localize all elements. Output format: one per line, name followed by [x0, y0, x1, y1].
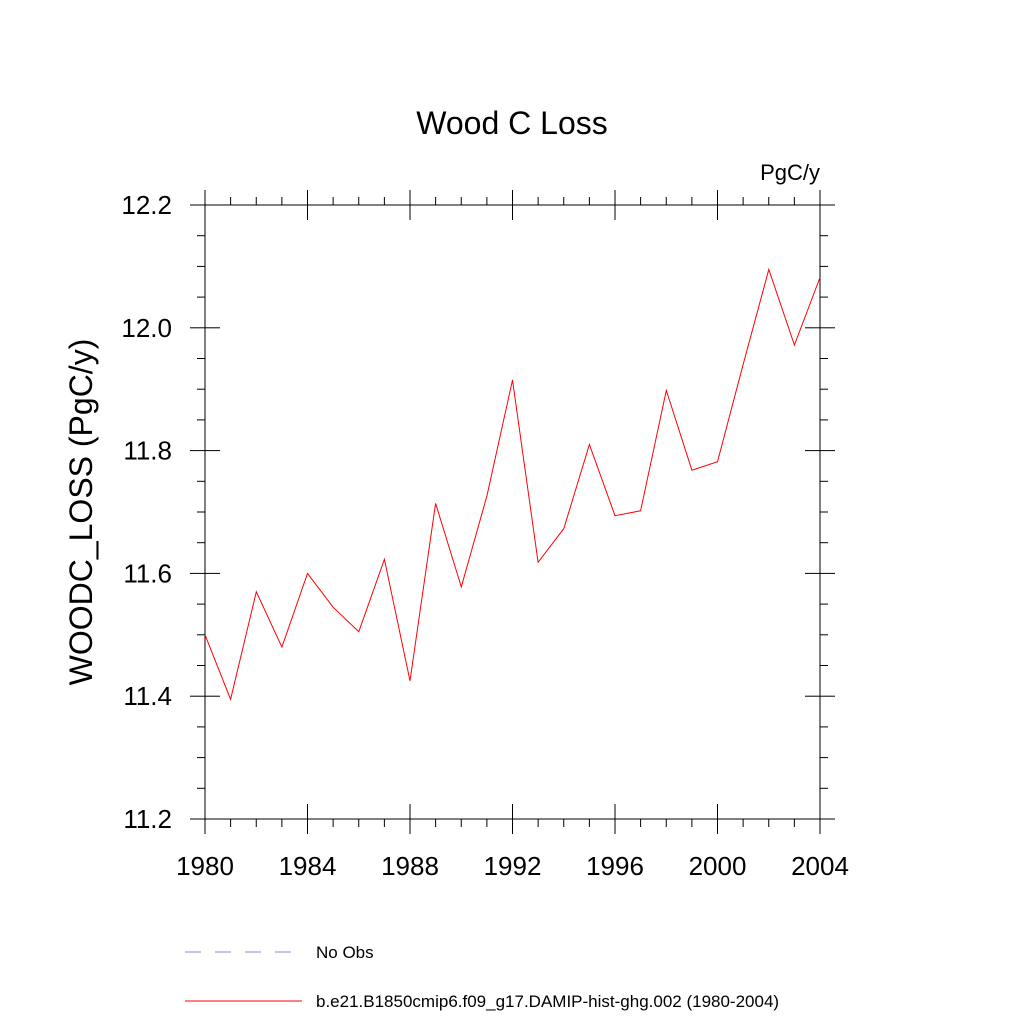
axis-tick-labels: 1980 1984 1988 1992 1996 2000 2004 11.2 11.4 11.6… — [121, 190, 849, 881]
legend-label: No Obs — [316, 943, 374, 962]
units-label: PgC/y — [760, 160, 820, 185]
plot-frame — [204, 204, 821, 820]
series-line — [204, 267, 821, 701]
legend-label: b.e21.B1850cmip6.f09_g17.DAMIP-hist-ghg.… — [316, 992, 779, 1011]
y-tick-label: 11.4 — [123, 681, 172, 711]
x-tick-label: 1992 — [484, 851, 542, 881]
x-tick-label: 2000 — [689, 851, 747, 881]
x-tick-label: 1984 — [279, 851, 337, 881]
x-tick-label: 2004 — [791, 851, 849, 881]
y-axis-label: WOODC_LOSS (PgC/y) — [63, 339, 99, 686]
legend: No Obs b.e21.B1850cmip6.f09_g17.DAMIP-his… — [185, 943, 779, 1011]
chart-title: Wood C Loss — [416, 105, 608, 141]
plot-border — [204, 204, 821, 820]
y-tick-label: 11.6 — [123, 558, 172, 588]
series-layer — [204, 267, 821, 701]
y-tick-label: 11.8 — [123, 436, 172, 466]
y-tick-label: 12.2 — [121, 190, 172, 220]
x-tick-label: 1996 — [586, 851, 644, 881]
y-tick-label: 11.2 — [123, 804, 172, 834]
x-tick-label: 1980 — [176, 851, 234, 881]
axis-ticks — [190, 190, 835, 834]
x-tick-label: 1988 — [381, 851, 439, 881]
y-tick-label: 12.0 — [121, 313, 172, 343]
